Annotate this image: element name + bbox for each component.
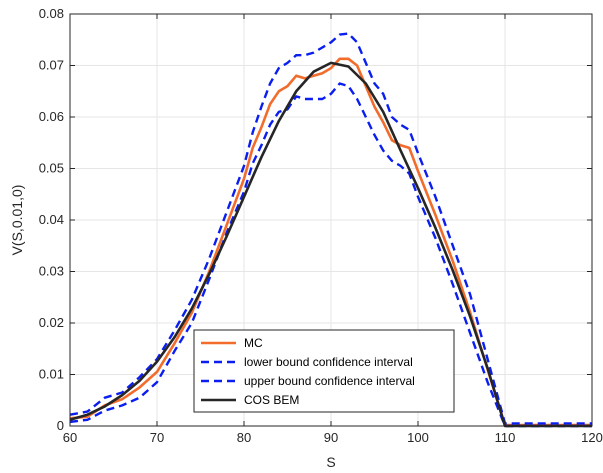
x-tick-label: 90 — [324, 430, 338, 445]
series-line-0 — [69, 57, 592, 427]
tick-layer: 60 70 80 90 100 110 120 0 0.01 0.02 0.03 0.04 0.05 0.… — [39, 6, 603, 445]
x-tick-label: 100 — [407, 430, 429, 445]
x-tick-label: 120 — [581, 430, 603, 445]
legend-label-2: upper bound confidence interval — [244, 374, 415, 388]
y-tick-label: 0.07 — [39, 58, 64, 73]
x-tick-label: 110 — [495, 430, 516, 445]
y-tick-label: 0.06 — [39, 109, 64, 124]
x-tick-label: 60 — [63, 430, 77, 445]
y-tick-label: 0.05 — [39, 161, 64, 176]
y-tick-label: 0.03 — [39, 264, 64, 279]
x-axis-label: S — [326, 454, 335, 470]
x-tick-label: 70 — [150, 430, 164, 445]
x-tick-label: 80 — [237, 430, 251, 445]
series-line-2 — [69, 32, 592, 425]
series-line-3 — [69, 61, 592, 428]
y-tick-label: 0.08 — [39, 6, 64, 21]
y-tick-label: 0 — [57, 418, 64, 433]
legend-label-3: COS BEM — [244, 393, 299, 407]
legend-label-0: MC — [244, 336, 263, 350]
legend-box — [193, 329, 455, 413]
y-tick-label: 0.04 — [39, 212, 64, 227]
legend: MC lower bound confidence interval upper b… — [193, 329, 455, 413]
legend-label-1: lower bound confidence interval — [244, 355, 413, 369]
series-line-1 — [69, 82, 592, 428]
y-tick-label: 0.02 — [39, 315, 64, 330]
y-tick-label: 0.01 — [39, 367, 64, 382]
y-axis-label: V(S,0.01,0) — [9, 185, 25, 256]
series-layer — [69, 32, 592, 428]
